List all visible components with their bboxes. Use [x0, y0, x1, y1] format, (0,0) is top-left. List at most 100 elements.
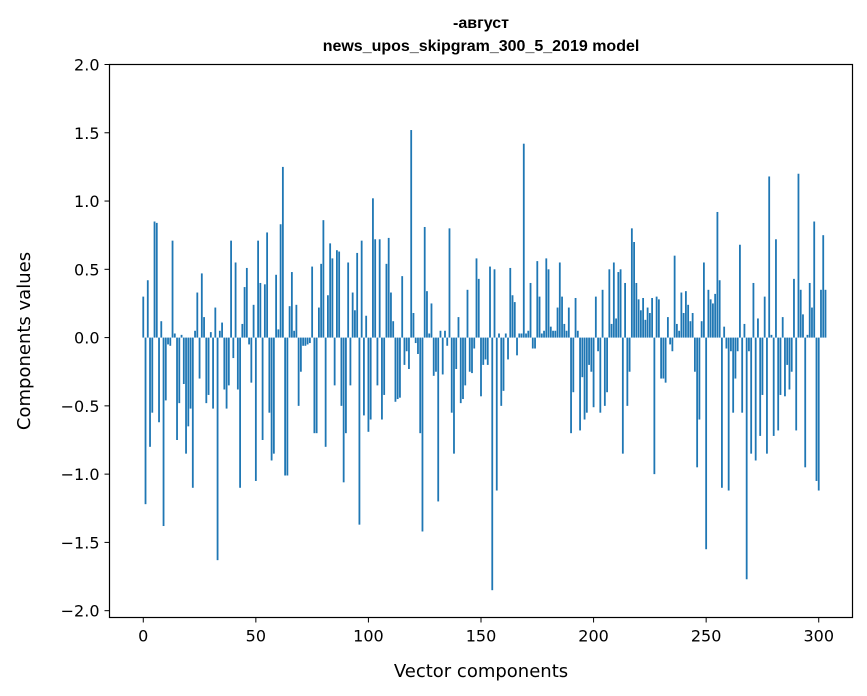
y-tick-label: 0.5	[74, 260, 99, 279]
bar-85	[333, 337, 336, 386]
bar-97	[360, 240, 363, 338]
bar-77	[315, 337, 318, 434]
bar-284	[781, 317, 784, 338]
bar-121	[414, 337, 417, 344]
bar-208	[610, 323, 613, 338]
bar-67	[293, 330, 296, 338]
bar-191	[572, 337, 575, 393]
bar-44	[241, 323, 244, 338]
bar-15	[176, 337, 178, 440]
bar-185	[558, 262, 561, 338]
bar-149	[477, 278, 480, 338]
bar-184	[556, 307, 559, 338]
bar-40	[232, 337, 235, 359]
bar-33	[216, 337, 219, 561]
bar-52	[259, 282, 262, 338]
bar-48	[250, 337, 253, 383]
bar-51	[257, 240, 259, 338]
chart-subtitle: news_upos_skipgram_300_5_2019 model	[323, 38, 640, 55]
bar-217	[630, 228, 633, 338]
bar-131	[437, 337, 440, 502]
bar-192	[574, 297, 577, 338]
bar-32	[214, 307, 217, 338]
bar-259	[725, 337, 728, 349]
bar-1	[144, 337, 147, 505]
bar-69	[297, 337, 300, 406]
bar-122	[417, 337, 419, 354]
bar-39	[230, 240, 232, 338]
bar-86	[336, 250, 338, 338]
bar-189	[567, 307, 570, 338]
bar-106	[381, 337, 383, 420]
y-axis-ticks: −2.0 −1.5 −1.0 −0.5 0.0 0.5 1.0 1.5 2.0	[61, 56, 110, 621]
bar-248	[700, 321, 703, 338]
bar-202	[597, 337, 599, 352]
bar-245	[693, 337, 696, 372]
bar-164	[511, 295, 514, 338]
bar-161	[504, 333, 507, 338]
chart-title: -август	[453, 15, 509, 32]
bar-279	[770, 334, 773, 338]
bar-186	[561, 296, 563, 338]
bar-129	[432, 337, 435, 376]
bar-265	[739, 244, 741, 338]
bar-255	[716, 211, 719, 338]
bar-42	[236, 337, 239, 390]
bar-246	[696, 337, 699, 468]
bar-294	[804, 337, 807, 468]
bar-117	[405, 337, 408, 352]
bar-239	[680, 292, 683, 338]
bar-114	[399, 337, 401, 398]
bar-151	[482, 337, 485, 365]
bar-197	[585, 337, 588, 413]
bar-58	[272, 337, 275, 454]
bar-64	[286, 337, 289, 476]
y-tick-label: 1.0	[74, 192, 99, 211]
bar-230	[660, 337, 663, 379]
bar-111	[392, 321, 395, 338]
bar-55	[266, 232, 269, 338]
bar-264	[736, 337, 739, 352]
bar-140	[457, 317, 460, 338]
bar-37	[225, 337, 228, 409]
bar-49	[252, 304, 255, 338]
bar-148	[475, 258, 478, 338]
x-tick-label: 300	[803, 627, 834, 646]
bar-243	[689, 321, 692, 338]
bar-287	[788, 337, 791, 390]
bar-2	[146, 280, 149, 338]
bar-295	[806, 334, 809, 338]
bar-10	[164, 337, 167, 401]
bar-71	[302, 337, 305, 346]
bar-288	[790, 337, 793, 372]
bar-225	[648, 313, 651, 338]
bar-271	[752, 282, 755, 338]
bar-267	[743, 323, 746, 338]
bar-41	[234, 262, 237, 338]
bar-118	[408, 337, 410, 369]
bar-3	[149, 337, 151, 447]
bar-180	[547, 269, 550, 338]
bar-93	[351, 292, 354, 338]
bar-273	[757, 318, 759, 338]
bar-226	[651, 297, 654, 338]
bar-79	[320, 263, 323, 338]
bar-206	[606, 337, 608, 393]
bar-119	[410, 130, 413, 338]
bar-222	[642, 297, 645, 338]
bar-128	[430, 303, 433, 338]
bar-35	[221, 322, 223, 338]
x-axis-ticks: 0 50 100 150 200 250 300	[138, 617, 834, 646]
bar-83	[329, 243, 332, 338]
bar-45	[243, 287, 246, 338]
bar-169	[522, 143, 525, 338]
bar-150	[480, 337, 482, 397]
bar-195	[581, 337, 584, 378]
bar-88	[340, 337, 343, 406]
bar-11	[167, 337, 169, 345]
bar-155	[491, 337, 494, 591]
bar-152	[484, 337, 487, 360]
bar-252	[709, 299, 712, 338]
bar-92	[349, 337, 352, 386]
bar-229	[657, 299, 660, 338]
